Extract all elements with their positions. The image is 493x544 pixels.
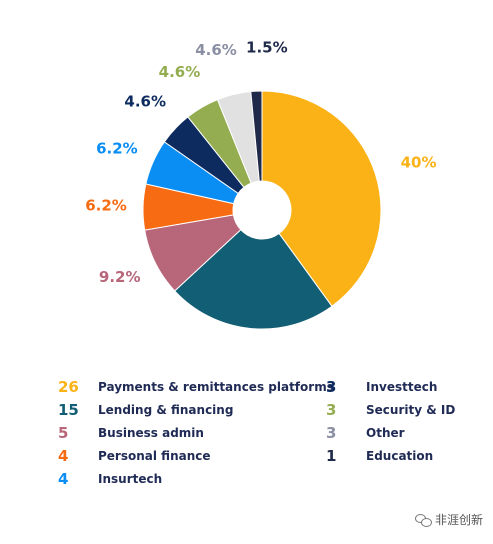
data-label-payments-remittances-platforms: 40% [401,154,437,172]
legend-count: 5 [58,424,69,442]
legend-label: Business admin [98,426,204,440]
data-label-insurtech: 6.2% [96,139,138,157]
legend-count: 3 [326,401,337,419]
legend-count: 15 [58,401,79,419]
watermark-text: 非涯创新 [434,513,483,527]
legend-count: 3 [326,424,337,442]
legend-count: 4 [58,470,69,488]
watermark: 非涯创新 [414,511,483,528]
legend-label: Security & ID [366,403,456,417]
legend-label: Insurtech [98,472,163,486]
legend-label: Education [366,449,434,463]
legend-count: 1 [326,447,337,465]
data-label-education: 1.5% [246,39,288,57]
data-label-security-id: 4.6% [159,63,201,81]
legend-count: 26 [58,378,79,396]
data-label-other: 4.6% [195,41,237,59]
pie-slice-payments-remittances-platforms [261,90,382,307]
legend-count: 3 [326,378,337,396]
legend-count: 4 [58,447,69,465]
legend-label: Investtech [366,380,438,394]
data-label-personal-finance: 6.2% [85,197,127,215]
data-label-investtech: 4.6% [124,92,166,110]
legend-label: Personal finance [98,449,211,463]
wechat-icon [414,513,432,527]
legend-label: Lending & financing [98,403,234,417]
pie-slice-education [250,90,263,182]
data-label-business-admin: 9.2% [99,268,141,286]
legend-label: Payments & remittances platforms [98,380,334,394]
legend-label: Other [366,426,405,440]
pie-chart: 40%23.1%9.2%6.2%6.2%4.6%4.6%4.6%1.5% [85,39,437,330]
